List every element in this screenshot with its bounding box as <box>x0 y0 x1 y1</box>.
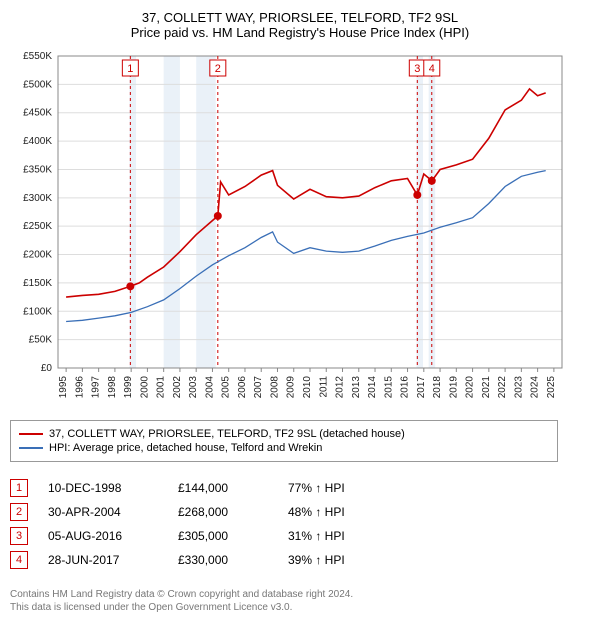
table-row: 2 30-APR-2004 £268,000 48% ↑ HPI <box>10 500 550 524</box>
svg-text:1999: 1999 <box>123 376 134 399</box>
svg-text:2002: 2002 <box>172 376 183 399</box>
svg-text:2009: 2009 <box>286 376 297 399</box>
svg-text:2001: 2001 <box>156 376 167 399</box>
svg-text:2016: 2016 <box>400 376 411 399</box>
svg-text:2012: 2012 <box>335 376 346 399</box>
legend-item: 37, COLLETT WAY, PRIORSLEE, TELFORD, TF2… <box>19 427 549 441</box>
svg-text:£450K: £450K <box>23 108 52 119</box>
svg-text:£350K: £350K <box>23 164 52 175</box>
svg-text:£0: £0 <box>41 363 53 374</box>
legend-label: HPI: Average price, detached house, Telf… <box>49 442 322 454</box>
svg-text:2025: 2025 <box>546 376 557 399</box>
table-row: 4 28-JUN-2017 £330,000 39% ↑ HPI <box>10 548 550 572</box>
svg-text:2010: 2010 <box>302 376 313 399</box>
marker-badge: 3 <box>10 527 28 545</box>
svg-text:2003: 2003 <box>188 376 199 399</box>
tx-price: £144,000 <box>178 481 268 495</box>
tx-price: £305,000 <box>178 529 268 543</box>
transactions-table: 1 10-DEC-1998 £144,000 77% ↑ HPI 2 30-AP… <box>10 476 550 572</box>
marker-badge: 1 <box>10 479 28 497</box>
svg-text:1998: 1998 <box>107 376 118 399</box>
svg-text:1995: 1995 <box>58 376 69 399</box>
license-line: This data is licensed under the Open Gov… <box>10 601 590 614</box>
tx-delta: 48% ↑ HPI <box>288 505 388 519</box>
svg-text:2020: 2020 <box>465 376 476 399</box>
tx-delta: 31% ↑ HPI <box>288 529 388 543</box>
svg-text:2007: 2007 <box>253 376 264 399</box>
license-text: Contains HM Land Registry data © Crown c… <box>10 588 590 614</box>
svg-text:2005: 2005 <box>221 376 232 399</box>
svg-text:2019: 2019 <box>448 376 459 399</box>
svg-text:£100K: £100K <box>23 306 52 317</box>
legend-swatch <box>19 447 43 449</box>
svg-text:2000: 2000 <box>139 376 150 399</box>
svg-text:£200K: £200K <box>23 250 52 261</box>
svg-text:2023: 2023 <box>513 376 524 399</box>
svg-text:2024: 2024 <box>530 376 541 399</box>
title-subtitle: Price paid vs. HM Land Registry's House … <box>10 25 590 40</box>
marker-badge: 2 <box>10 503 28 521</box>
svg-text:1: 1 <box>127 63 133 75</box>
svg-text:2017: 2017 <box>416 376 427 399</box>
license-line: Contains HM Land Registry data © Crown c… <box>10 588 590 601</box>
tx-price: £330,000 <box>178 553 268 567</box>
svg-text:2004: 2004 <box>204 376 215 399</box>
chart-title-block: 37, COLLETT WAY, PRIORSLEE, TELFORD, TF2… <box>10 10 590 40</box>
svg-text:£50K: £50K <box>29 335 53 346</box>
svg-text:2021: 2021 <box>481 376 492 399</box>
tx-delta: 39% ↑ HPI <box>288 553 388 567</box>
tx-delta: 77% ↑ HPI <box>288 481 388 495</box>
svg-text:2015: 2015 <box>383 376 394 399</box>
title-address: 37, COLLETT WAY, PRIORSLEE, TELFORD, TF2… <box>10 10 590 25</box>
svg-text:2018: 2018 <box>432 376 443 399</box>
tx-date: 28-JUN-2017 <box>48 553 158 567</box>
tx-date: 30-APR-2004 <box>48 505 158 519</box>
svg-text:2022: 2022 <box>497 376 508 399</box>
legend-label: 37, COLLETT WAY, PRIORSLEE, TELFORD, TF2… <box>49 428 405 440</box>
svg-text:2: 2 <box>215 63 221 75</box>
price-chart: £0 £50K £100K £150K £200K £250K £300K £350K £400… <box>10 48 570 408</box>
svg-text:2013: 2013 <box>351 376 362 399</box>
legend-item: HPI: Average price, detached house, Telf… <box>19 441 549 455</box>
svg-text:£500K: £500K <box>23 79 52 90</box>
svg-text:£250K: £250K <box>23 221 52 232</box>
svg-text:£300K: £300K <box>23 193 52 204</box>
tx-price: £268,000 <box>178 505 268 519</box>
chart-container: £0 £50K £100K £150K £200K £250K £300K £350K £400… <box>10 48 590 408</box>
svg-text:4: 4 <box>429 63 435 75</box>
svg-text:3: 3 <box>414 63 420 75</box>
svg-text:£550K: £550K <box>23 51 52 62</box>
tx-date: 05-AUG-2016 <box>48 529 158 543</box>
legend: 37, COLLETT WAY, PRIORSLEE, TELFORD, TF2… <box>10 420 558 462</box>
svg-text:1997: 1997 <box>91 376 102 399</box>
svg-text:2014: 2014 <box>367 376 378 399</box>
svg-text:2011: 2011 <box>318 376 329 398</box>
svg-text:£400K: £400K <box>23 136 52 147</box>
table-row: 1 10-DEC-1998 £144,000 77% ↑ HPI <box>10 476 550 500</box>
svg-text:2006: 2006 <box>237 376 248 399</box>
svg-text:£150K: £150K <box>23 278 52 289</box>
table-row: 3 05-AUG-2016 £305,000 31% ↑ HPI <box>10 524 550 548</box>
tx-date: 10-DEC-1998 <box>48 481 158 495</box>
legend-swatch <box>19 433 43 435</box>
svg-text:1996: 1996 <box>74 376 85 399</box>
marker-badge: 4 <box>10 551 28 569</box>
svg-text:2008: 2008 <box>269 376 280 399</box>
